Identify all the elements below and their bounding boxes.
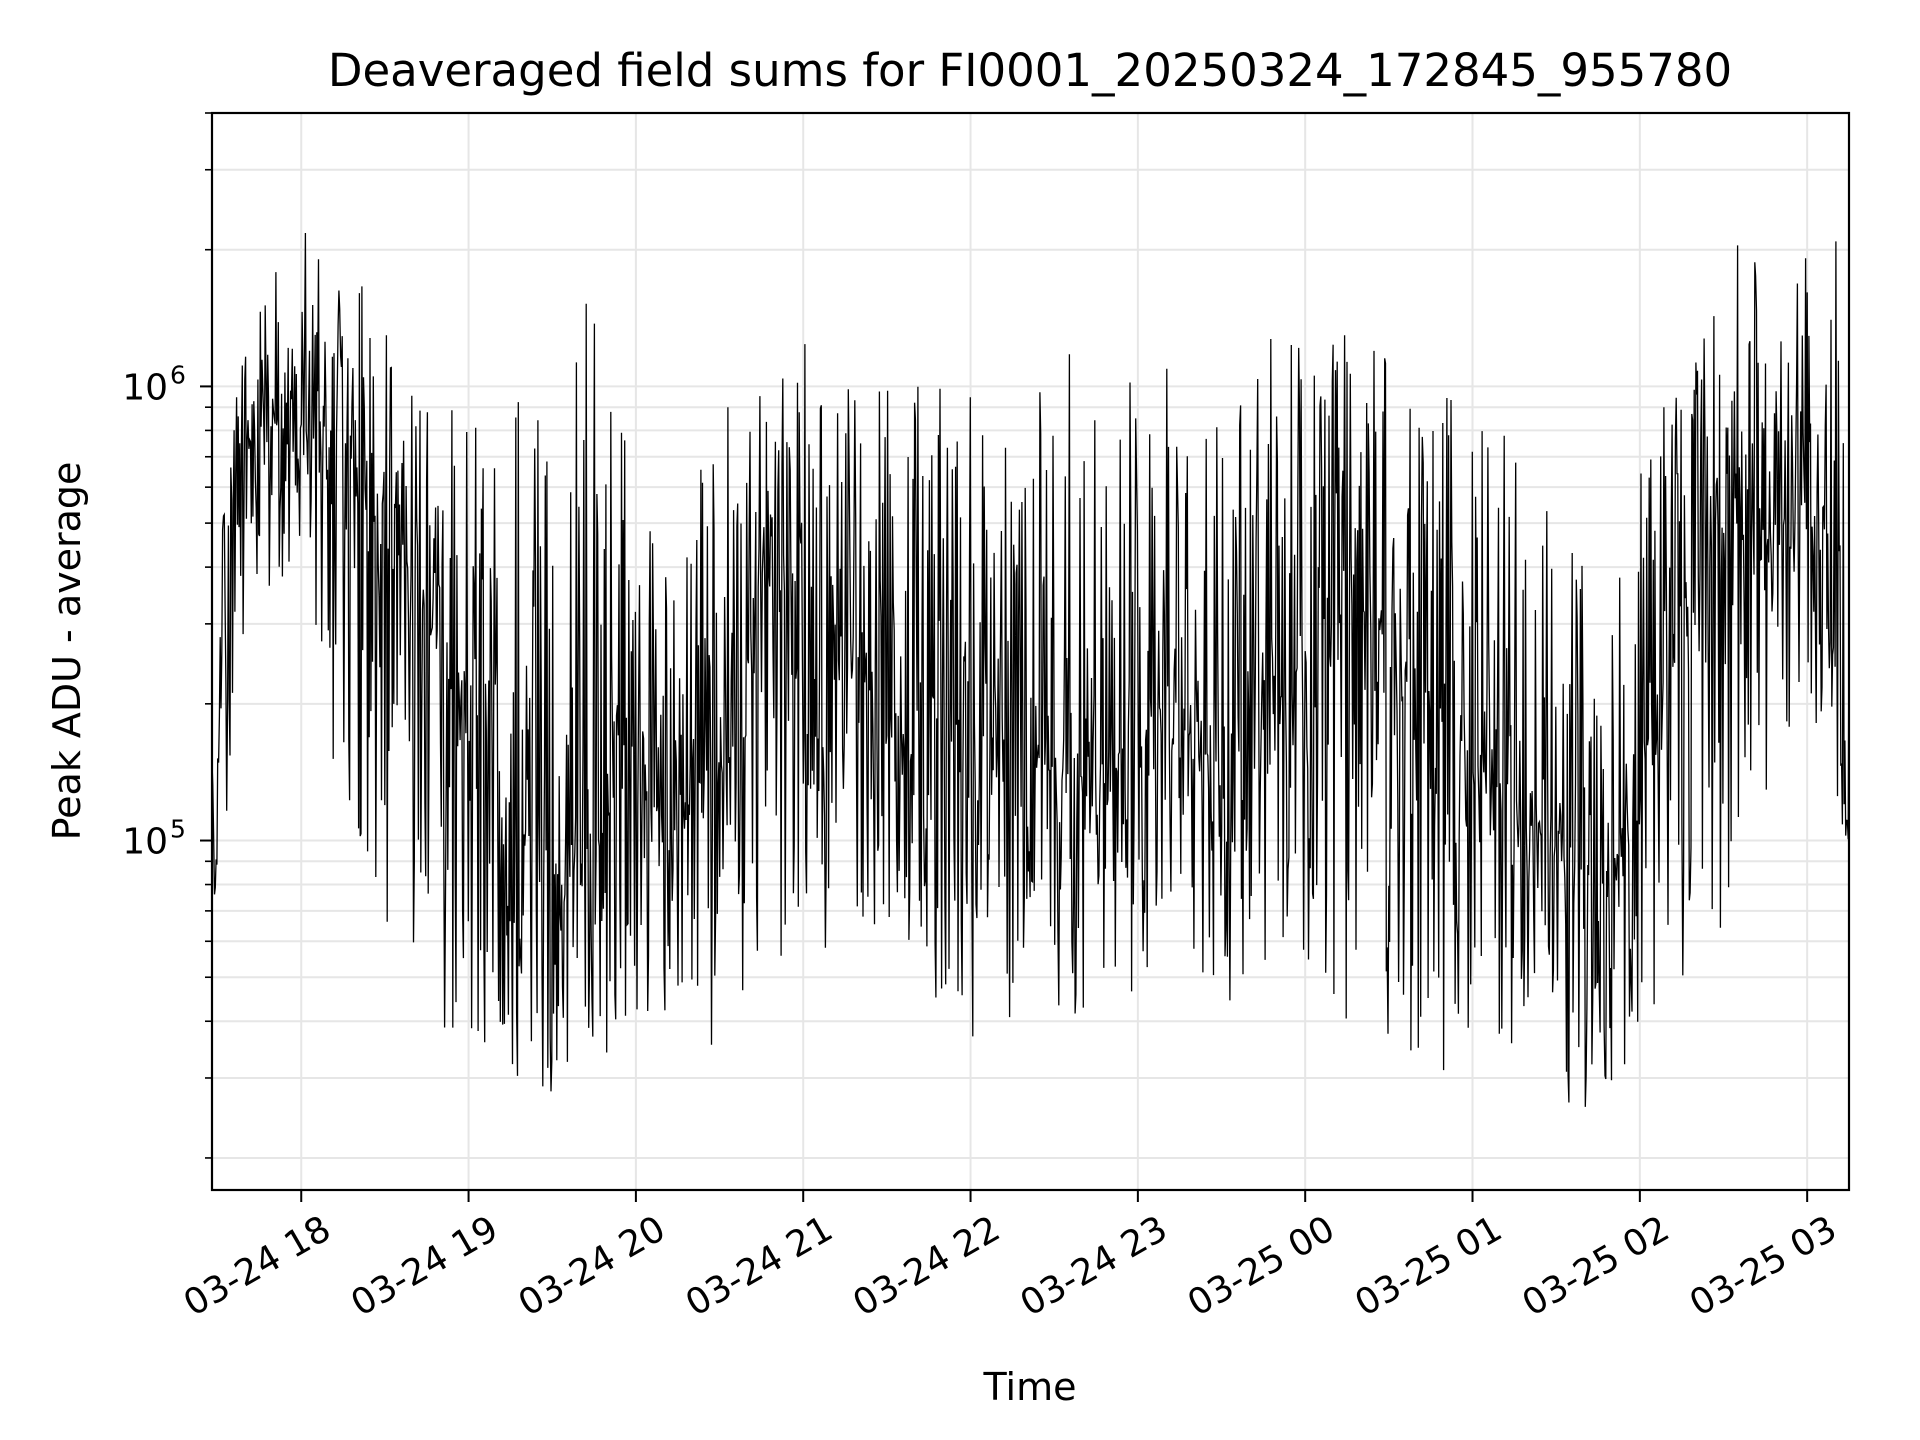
y-tick-label: 10 <box>122 822 168 863</box>
x-tick-label: 03-25 03 <box>1683 1208 1844 1324</box>
x-tick-label: 03-24 21 <box>679 1208 840 1324</box>
x-tick-label: 03-24 20 <box>512 1208 673 1324</box>
series-line <box>211 232 1850 1107</box>
x-tick-label: 03-25 02 <box>1516 1208 1677 1324</box>
x-axis: 03-24 18 03-24 19 03-24 20 03-24 21 03-24 22… <box>177 1190 1844 1325</box>
plot-frame <box>210 111 1851 1192</box>
x-tick-label: 03-24 19 <box>344 1208 505 1324</box>
x-tick-label: 03-24 22 <box>846 1208 1007 1324</box>
chart-title: Deaveraged field sums for FI0001_2025032… <box>328 44 1732 97</box>
y-tick-exponent: 5 <box>170 815 186 844</box>
x-tick-label: 03-24 23 <box>1014 1208 1175 1324</box>
x-tick-label: 03-24 18 <box>177 1208 338 1324</box>
y-tick-exponent: 6 <box>170 360 186 389</box>
y-tick-label: 10 <box>122 367 168 408</box>
x-tick-label: 03-25 01 <box>1348 1208 1509 1324</box>
x-axis-label: Time <box>983 1365 1077 1409</box>
x-tick-label: 03-25 00 <box>1181 1208 1342 1324</box>
y-axis-label: Peak ADU - average <box>45 462 89 841</box>
